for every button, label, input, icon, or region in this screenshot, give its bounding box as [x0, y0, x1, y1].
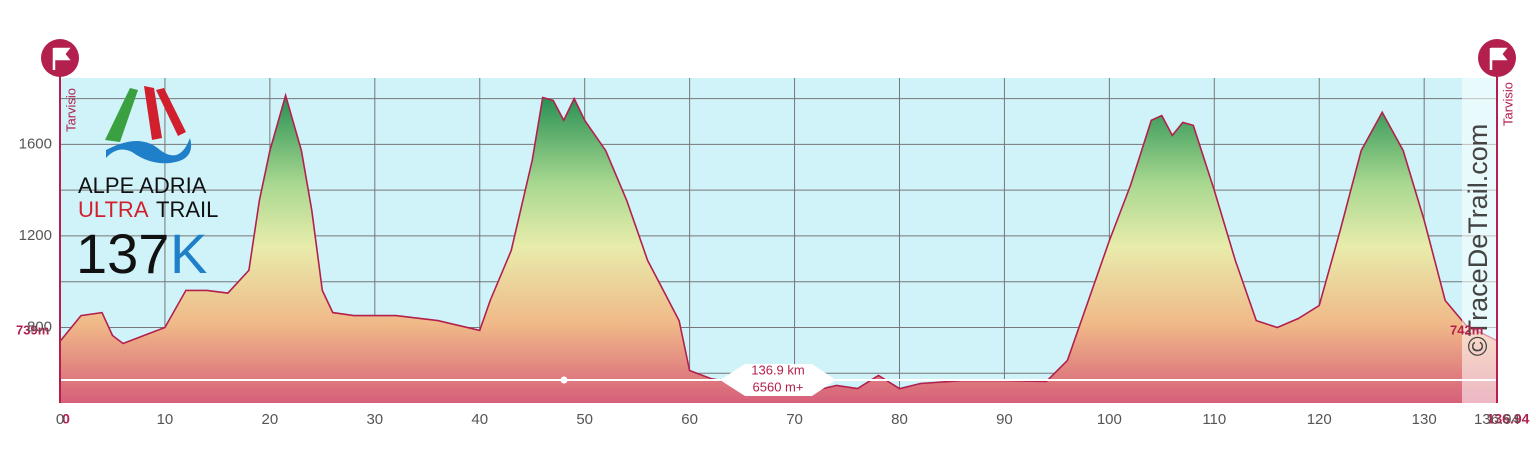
distance: 136.9 km — [751, 362, 804, 377]
x-tick-label: 70 — [786, 411, 803, 428]
end-place: Tarvisio — [1500, 82, 1515, 126]
x-tick-label: 30 — [366, 411, 383, 428]
y-tick-label: 800 — [27, 318, 52, 335]
start-elevation: 739m — [16, 322, 49, 337]
x-tick-label: 60 — [681, 411, 698, 428]
x-tick-label: 90 — [996, 411, 1013, 428]
logo-k: K — [170, 222, 207, 285]
start-flag — [41, 39, 79, 403]
x-tick-label: 0 — [56, 411, 64, 428]
x-tick-label: 40 — [471, 411, 488, 428]
watermark-band — [1462, 78, 1497, 403]
logo-line2a: ULTRA — [78, 197, 149, 222]
summary-box — [720, 364, 836, 396]
x-tick-label: 136.94 — [1474, 411, 1520, 428]
end-flag — [1478, 39, 1516, 403]
progress-dot — [560, 376, 568, 384]
watermark: ©TraceDeTrail.com — [1463, 124, 1493, 356]
start-km: 0 — [62, 411, 70, 427]
x-tick-label: 100 — [1097, 411, 1122, 428]
x-tick-label: 20 — [262, 411, 279, 428]
elevation-line — [59, 92, 1498, 395]
x-tick-label: 110 — [1202, 411, 1226, 428]
x-tick-label: 50 — [576, 411, 593, 428]
logo-line1: ALPE ADRIA — [78, 173, 207, 198]
x-tick-label: 120 — [1307, 411, 1332, 428]
ascent: 6560 m+ — [753, 379, 804, 394]
logo — [105, 86, 192, 164]
end-km: 136.94 — [1487, 411, 1530, 427]
y-tick-label: 1200 — [19, 227, 52, 244]
x-tick-label: 10 — [157, 411, 174, 428]
y-tick-label: 1600 — [19, 135, 52, 152]
end-elevation: 742m — [1450, 322, 1483, 337]
start-place: Tarvisio — [63, 88, 78, 132]
logo-big: 137 — [76, 222, 169, 285]
elevation-area — [60, 95, 1497, 404]
x-tick-label: 80 — [891, 411, 908, 428]
logo-line2b: TRAIL — [156, 197, 218, 222]
x-tick-label: 130 — [1412, 411, 1437, 428]
